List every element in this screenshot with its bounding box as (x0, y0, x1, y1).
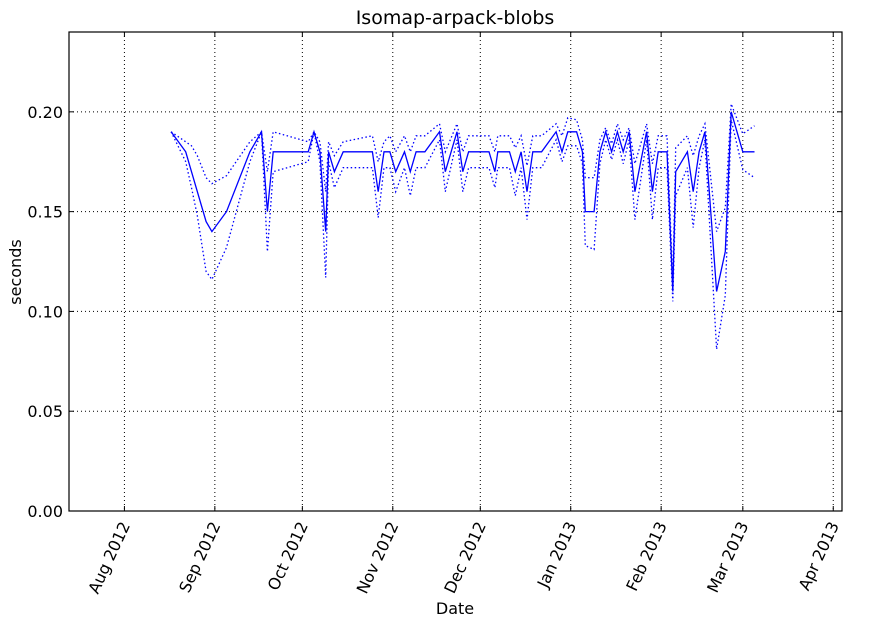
grid-lines (69, 32, 842, 511)
y-axis-label: seconds (6, 239, 25, 304)
plot-area-frame (68, 31, 843, 512)
y-tick-label: 0.05 (27, 402, 63, 421)
series-line-dotted-2 (170, 119, 755, 350)
data-series (170, 103, 755, 350)
series-line-dotted-1 (170, 103, 755, 282)
x-axis-label: Date (436, 599, 474, 618)
chart-title: Isomap-arpack-blobs (356, 7, 555, 29)
y-tick-label: 0.00 (27, 502, 63, 521)
axis-ticks (69, 32, 842, 512)
y-tick-label: 0.10 (27, 302, 63, 321)
y-tick-label: 0.15 (27, 203, 63, 222)
y-tick-label: 0.20 (27, 103, 63, 122)
